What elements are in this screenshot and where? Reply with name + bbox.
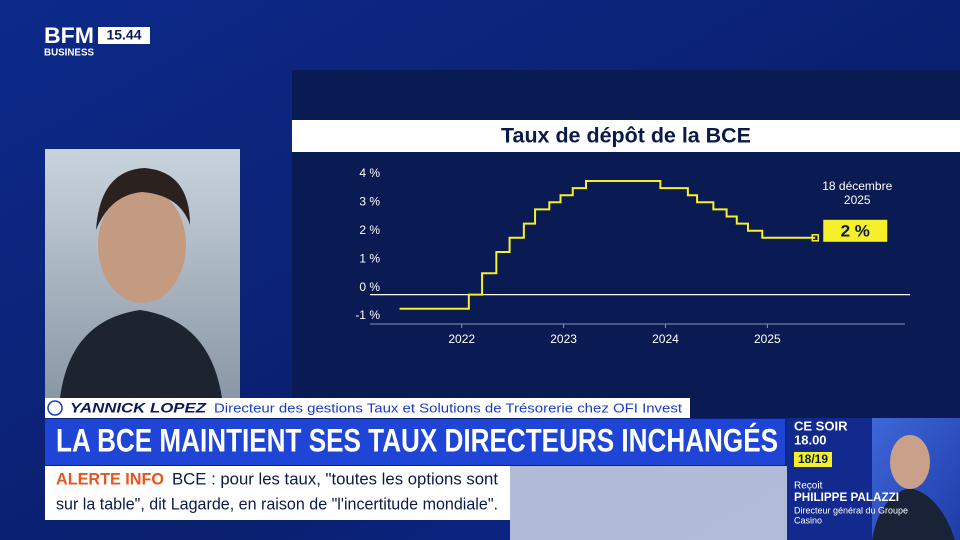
program-guest: PHILIPPE PALAZZI	[794, 490, 899, 504]
y-tick-label: -1 %	[355, 308, 380, 322]
alert-text: sur la table", dit Lagarde, en raison de…	[56, 494, 498, 513]
x-tick-label: 2024	[652, 332, 679, 346]
program-guest-role: Casino	[794, 515, 822, 525]
rate-line	[399, 180, 816, 310]
receives: Reçoit	[794, 481, 823, 492]
headline-bar	[45, 419, 785, 465]
phone-icon	[47, 400, 63, 416]
title-bar	[292, 120, 960, 152]
guest-role: Directeur des gestions Taux et Solutions…	[214, 400, 682, 415]
x-tick-label: 2025	[754, 332, 781, 346]
y-tick-label: 1 %	[359, 251, 380, 265]
y-tick-label: 3 %	[359, 195, 380, 209]
guest-body	[60, 310, 222, 398]
x-tick-label: 2023	[550, 332, 577, 346]
guest-face	[98, 187, 186, 303]
logo: BFM	[44, 23, 94, 48]
x-tick-label: 2022	[448, 332, 475, 346]
value-label: 2 %	[841, 221, 870, 240]
guest-name: YANNICK LOPEZ	[70, 400, 207, 416]
logo-sub: BUSINESS	[44, 48, 94, 59]
name-bar	[45, 398, 690, 418]
alert-text: BCE : pour les taux, "toutes les options…	[172, 469, 498, 488]
ticker-bg	[510, 466, 787, 540]
y-tick-label: 2 %	[359, 223, 380, 237]
annotation: 2025	[844, 193, 871, 207]
alert-label: ALERTE INFO	[56, 469, 164, 488]
show-name: 18/19	[798, 452, 828, 466]
show-box	[794, 452, 832, 467]
program-guest-body	[872, 488, 955, 540]
y-tick-label: 4 %	[359, 166, 380, 180]
annotation: 18 décembre	[822, 179, 892, 193]
plot: 4 % 3 % 2 % 1 % 0 % -1 % 2022 2023 2024 2025 2 % 18…	[355, 166, 910, 346]
program-guest-face	[890, 435, 930, 489]
program-label: CE SOIR	[794, 418, 848, 433]
time-box	[98, 27, 150, 44]
program-time: 18.00	[794, 432, 827, 447]
headline: LA BCE MAINTIENT SES TAUX DIRECTEURS INC…	[56, 422, 778, 458]
chart-title: Taux de dépôt de la BCE	[501, 125, 751, 148]
y-tick-label: 0 %	[359, 280, 380, 294]
program-guest-role: Directeur général du Groupe	[794, 505, 908, 515]
guest-hair	[96, 168, 190, 230]
alert-box	[45, 466, 510, 520]
value-label-box	[823, 219, 888, 242]
end-marker	[811, 234, 819, 242]
time: 15.44	[106, 27, 141, 43]
